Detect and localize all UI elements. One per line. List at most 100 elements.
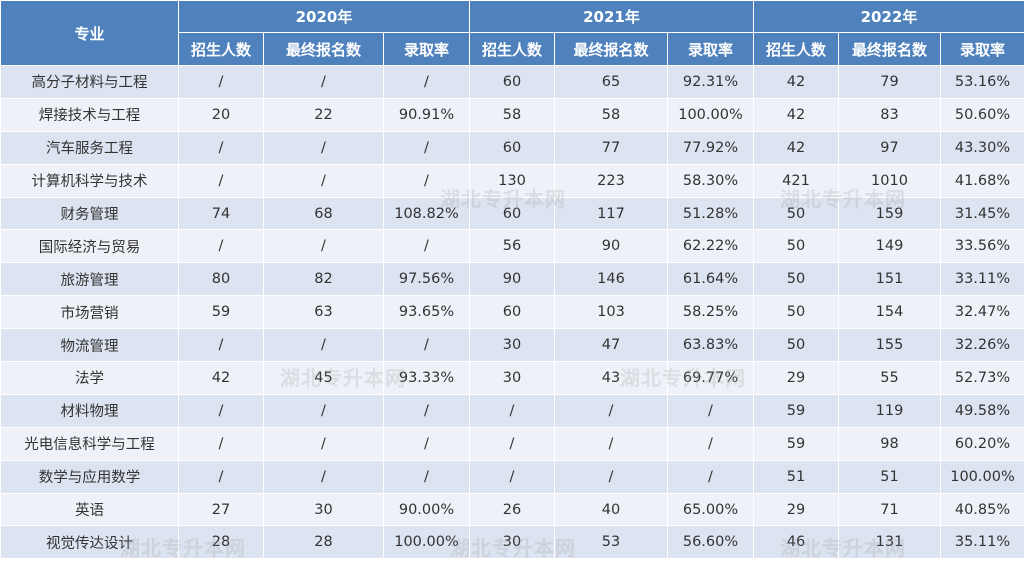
table-row: 高分子材料与工程 / //60 65 92.31% 42 79 53.16% <box>0 65 1024 99</box>
major-name-cell: 材料物理 <box>0 393 179 428</box>
table-cell: 146 <box>554 262 668 297</box>
admission-rate-header: 录取率 <box>667 32 754 66</box>
table-cell: 31.45% <box>940 196 1024 231</box>
table-cell: 1010 <box>838 163 941 198</box>
table-cell: 56.60% <box>667 525 754 560</box>
major-name-cell: 数学与应用数学 <box>0 459 179 494</box>
table-cell: 30 <box>469 328 555 363</box>
table-cell: 59 <box>753 426 839 461</box>
table-cell: 26 <box>469 492 555 527</box>
table-body: 高分子材料与工程 / //60 65 92.31% 42 79 53.16% 焊接技术与工程 20… <box>0 65 1024 560</box>
table-cell: 108.82% <box>383 196 470 231</box>
major-name-cell: 旅游管理 <box>0 262 179 297</box>
table-cell: 82 <box>263 262 384 297</box>
table-cell: 151 <box>838 262 941 297</box>
table-cell: / <box>469 426 555 461</box>
table-cell: 43 <box>554 361 668 395</box>
table-row: 计算机科学与技术 / //130 223 58.30% 421 1010 41.68% <box>0 163 1024 198</box>
table-cell: / <box>469 459 555 494</box>
table-cell: 32.47% <box>940 295 1024 330</box>
table-cell: 42 <box>753 97 839 132</box>
table-cell: 100.00% <box>667 97 754 132</box>
table-cell: / <box>383 130 470 165</box>
table-cell: / <box>383 426 470 461</box>
table-cell: 154 <box>838 295 941 330</box>
table-cell: 155 <box>838 328 941 363</box>
major-name-cell: 财务管理 <box>0 196 179 231</box>
table-row: 英语 27 30 90.00% 26 40 65.00% 29 71 40.85% <box>0 492 1024 527</box>
table-row: 市场营销 59 63 93.65% 60 103 58.25% 50 154 32.47% <box>0 295 1024 330</box>
table-cell: 58 <box>554 97 668 132</box>
table-cell: 119 <box>838 393 941 428</box>
admission-rate-header: 录取率 <box>940 32 1024 66</box>
table-cell: / <box>263 130 384 165</box>
table-cell: 30 <box>263 492 384 527</box>
table-cell: 74 <box>178 196 264 231</box>
table-cell: / <box>263 426 384 461</box>
table-cell: 50.60% <box>940 97 1024 132</box>
applicants-header: 最终报名数 <box>554 32 668 66</box>
table-cell: / <box>554 459 668 494</box>
major-name-cell: 国际经济与贸易 <box>0 229 179 264</box>
table-cell: 59 <box>178 295 264 330</box>
table-cell: 43.30% <box>940 130 1024 165</box>
table-cell: 103 <box>554 295 668 330</box>
table-cell: 130 <box>469 163 555 198</box>
table-cell: 90 <box>554 229 668 264</box>
year-header-2021: 2021年 <box>469 0 754 33</box>
table-cell: 92.31% <box>667 65 754 99</box>
table-cell: 62.22% <box>667 229 754 264</box>
table-row: 旅游管理 80 82 97.56% 90 146 61.64% 50 151 33.11% <box>0 262 1024 297</box>
major-name-cell: 视觉传达设计 <box>0 525 179 560</box>
table-cell: 77 <box>554 130 668 165</box>
table-cell: 68 <box>263 196 384 231</box>
table-cell: 60.20% <box>940 426 1024 461</box>
major-name-cell: 市场营销 <box>0 295 179 330</box>
table-cell: 97.56% <box>383 262 470 297</box>
table-cell: / <box>383 229 470 264</box>
table-cell: / <box>383 459 470 494</box>
table-row: 物流管理 / //30 47 63.83% 50 155 32.26% <box>0 328 1024 363</box>
table-cell: 28 <box>178 525 264 560</box>
major-name-cell: 英语 <box>0 492 179 527</box>
major-name-cell: 物流管理 <box>0 328 179 363</box>
table-cell: 22 <box>263 97 384 132</box>
table-cell: 149 <box>838 229 941 264</box>
table-row: 法学 42 45 93.33% 30 43 69.77% 29 55 52.73% <box>0 361 1024 395</box>
table-cell: 93.65% <box>383 295 470 330</box>
table-row: 光电信息科学与工程 / / / / //59 98 60.20% <box>0 426 1024 461</box>
table-cell: 51 <box>753 459 839 494</box>
table-cell: 100.00% <box>940 459 1024 494</box>
table-row: 汽车服务工程 / //60 77 77.92% 42 97 43.30% <box>0 130 1024 165</box>
table-cell: 61.64% <box>667 262 754 297</box>
table-cell: 58 <box>469 97 555 132</box>
major-name-cell: 高分子材料与工程 <box>0 65 179 99</box>
table-cell: / <box>383 65 470 99</box>
table-cell: 59 <box>753 393 839 428</box>
table-cell: 45 <box>263 361 384 395</box>
table-cell: 51.28% <box>667 196 754 231</box>
table-cell: 90 <box>469 262 555 297</box>
table-cell: 69.77% <box>667 361 754 395</box>
table-cell: / <box>383 163 470 198</box>
table-row: 视觉传达设计 28 28 100.00% 30 53 56.60% 46 131 35.11% <box>0 525 1024 560</box>
table-cell: / <box>178 459 264 494</box>
table-cell: 98 <box>838 426 941 461</box>
table-cell: 159 <box>838 196 941 231</box>
enrollment-header: 招生人数 <box>753 32 839 66</box>
major-name-cell: 光电信息科学与工程 <box>0 426 179 461</box>
table-cell: 30 <box>469 525 555 560</box>
table-cell: 41.68% <box>940 163 1024 198</box>
table-cell: 27 <box>178 492 264 527</box>
table-cell: 90.00% <box>383 492 470 527</box>
table-cell: / <box>667 393 754 428</box>
table-cell: 71 <box>838 492 941 527</box>
table-cell: 58.25% <box>667 295 754 330</box>
table-cell: / <box>667 459 754 494</box>
table-cell: 42 <box>753 130 839 165</box>
table-cell: 33.11% <box>940 262 1024 297</box>
table-cell: 56 <box>469 229 555 264</box>
table-cell: 20 <box>178 97 264 132</box>
table-cell: 29 <box>753 361 839 395</box>
